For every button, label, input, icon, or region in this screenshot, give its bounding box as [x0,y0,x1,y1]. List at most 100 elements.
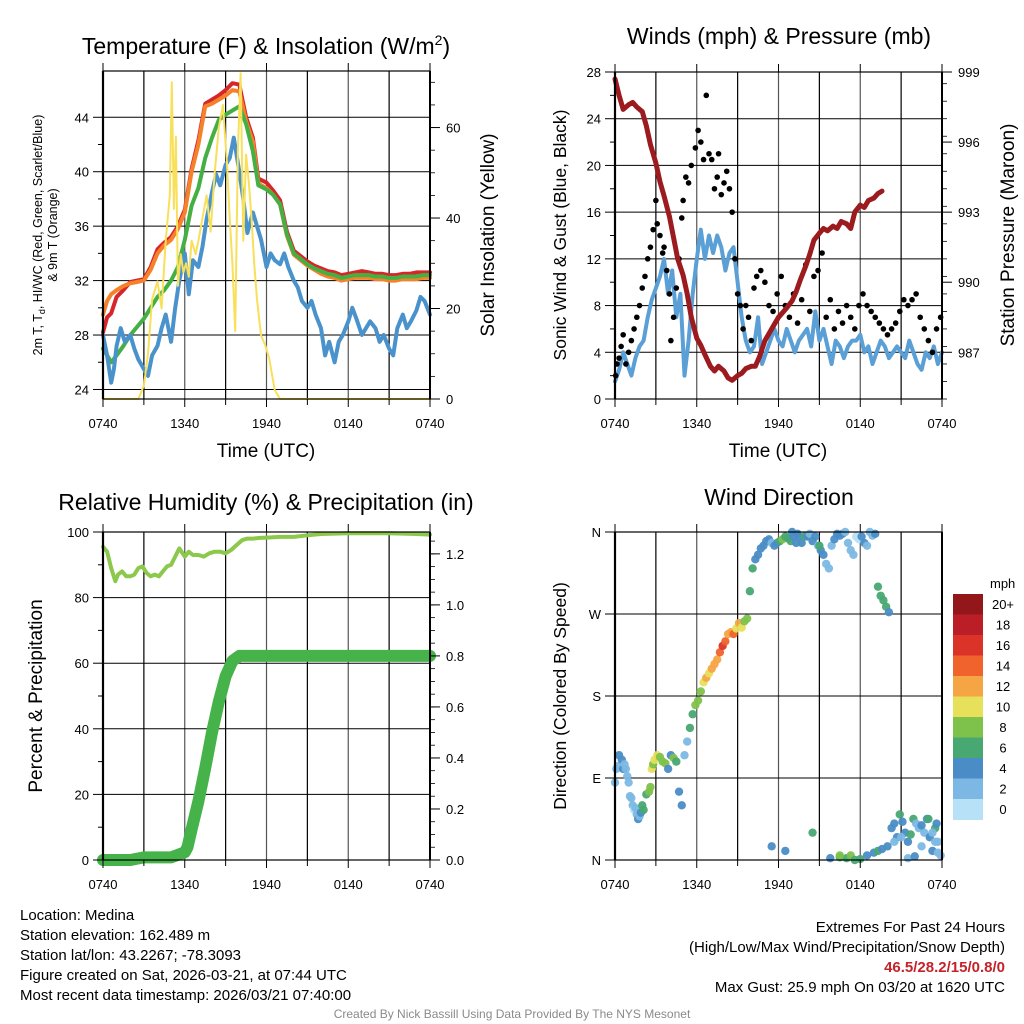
y2tick-label: 20 [446,302,460,317]
colorbar-bin [953,696,983,718]
gust-point [798,296,805,303]
direction-point [917,842,926,851]
gust-point [745,314,752,321]
gust-point [827,296,834,303]
direction-point [843,538,853,548]
gust-point [688,162,695,169]
colorbar-label: 2 [999,782,1006,797]
direction-point [621,764,631,774]
direction-point [824,564,834,573]
gust-point [714,174,720,180]
direction-point [646,782,655,792]
colorbar-label: 8 [999,720,1006,735]
direction-point [924,814,933,824]
humidity-axes: 0 20 40 60 80 100 0.0 0.2 0.4 0.6 0.8 1.0 1.2 0740 134… [67,524,464,892]
xtick-label: 0140 [334,877,363,892]
gust-point [628,337,635,344]
gust-point [644,256,651,262]
gust-point [698,139,704,145]
winds-series [612,76,944,384]
winds-title: Winds (mph) & Pressure (mb) [627,23,931,49]
xtick-label: 1340 [170,877,199,892]
wind-direction-series [610,527,945,865]
direction-point [811,532,820,541]
ytick-label: 8 [594,299,601,314]
gust-point [620,331,626,338]
gust-point [723,168,730,175]
ytick-label: 60 [75,656,89,671]
direction-point [753,550,763,559]
y2tick-label: 987 [958,345,980,360]
direction-point [903,837,913,846]
y2tick-label: 993 [958,205,980,220]
gust-point [718,191,725,198]
elevation-text: Station elevation: 162.489 m [20,927,211,944]
solar-insolation-line [102,72,431,400]
gust-point [661,244,667,250]
xtick-label: 1940 [252,877,281,892]
xtick-label: 0740 [89,877,118,892]
latlon-text: Station lat/lon: 43.2267; -78.3093 [20,947,242,964]
gust-point [737,302,744,309]
xtick-label: 0740 [89,416,118,431]
gust-point [762,279,768,286]
gust-point [734,291,741,297]
direction-point [712,655,722,664]
gust-point [729,209,735,215]
gust-point [933,326,940,332]
gust-point [807,308,813,315]
gust-point [864,302,870,309]
gust-point [668,337,674,344]
gust-point [715,150,722,157]
direction-point [856,854,865,864]
direction-point [767,842,776,851]
xtick-label: 1940 [252,416,281,431]
xtick-label: 0740 [928,416,957,431]
gust-point [925,337,932,344]
xtick-label: 1340 [682,416,711,431]
direction-point [906,830,915,839]
colorbar-title: mph [990,576,1015,591]
gust-point [711,185,718,192]
gust-point [692,145,699,151]
gust-point [706,150,712,157]
direction-point [883,842,892,851]
colorbar-label: 4 [999,761,1006,776]
gust-point [618,343,624,350]
gust-point [748,337,755,344]
ytick-label: 0 [594,392,601,407]
gust-point [888,326,895,332]
ytick-label: 12 [587,252,601,267]
gust-point [685,180,692,186]
direction-point [896,833,906,842]
extremes-info: Extremes For Past 24 Hours (High/Low/Max… [689,918,1005,998]
gust-point [847,314,854,321]
temperature-series [101,72,432,400]
temperature-ylabel: 2m T, Td, HI/WC (Red, Green, Scarlet/Blu… [31,115,47,356]
gust-point [872,314,879,321]
ytick-label: 28 [587,65,601,80]
direction-point [879,596,888,605]
direction-point [672,757,681,766]
direction-point [742,614,752,623]
ytick-label: S [592,689,601,704]
ytick-label: 28 [75,328,89,343]
hi-wc-line [101,104,432,365]
y2tick-label: 0.2 [446,802,464,817]
xtick-label: 1940 [764,877,793,892]
xtick-label: 0740 [601,416,630,431]
ytick-label: N [592,853,601,868]
direction-point [932,819,941,828]
gust-point [852,326,858,332]
direction-point [835,851,845,860]
direction-point [928,828,937,837]
gust-point [743,302,749,309]
gust-point [868,308,874,315]
y2tick-label: 996 [958,135,980,150]
gust-point [909,296,915,303]
direction-point [793,529,802,539]
colorbar-bin [953,635,983,656]
direction-point [895,810,904,819]
ytick-label: W [589,607,602,622]
gust-point [673,285,680,291]
